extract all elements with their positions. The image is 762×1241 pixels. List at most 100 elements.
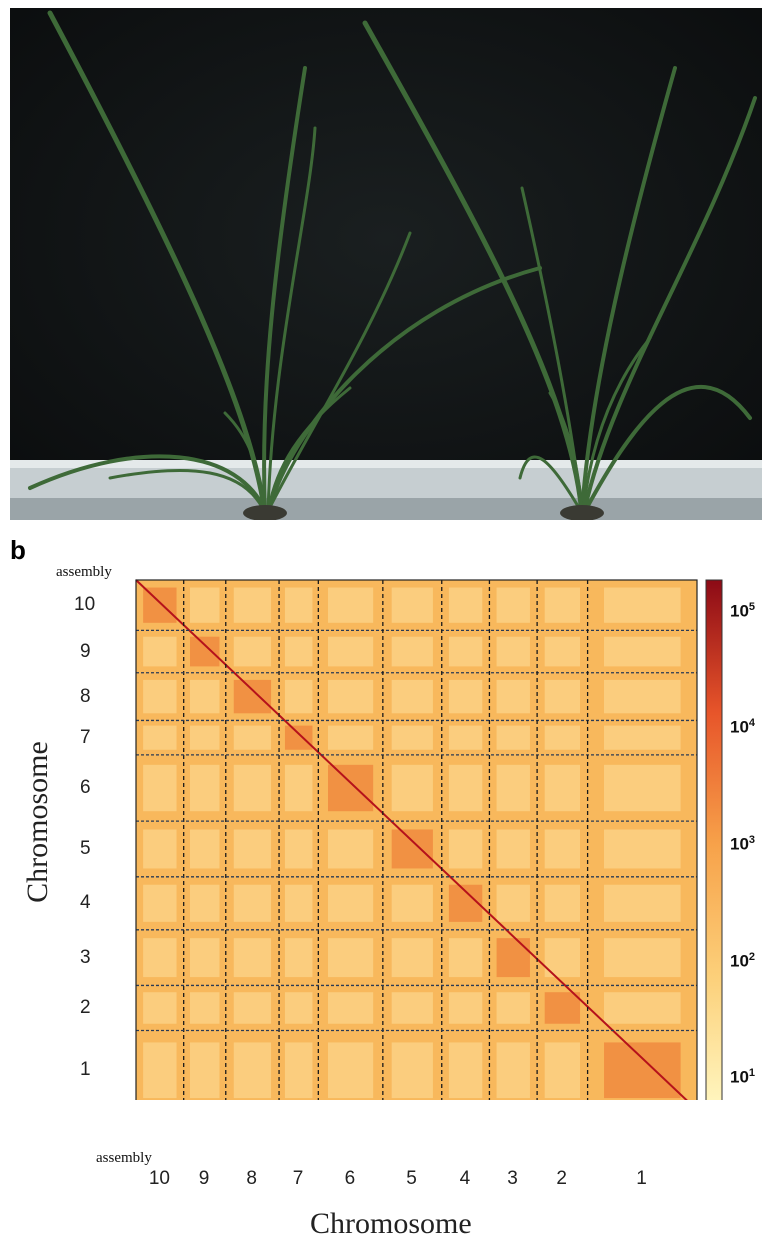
matrix-block xyxy=(328,725,374,750)
matrix-block xyxy=(544,725,581,750)
matrix-block xyxy=(448,992,483,1024)
matrix-block xyxy=(496,587,530,623)
left-plant xyxy=(28,10,542,516)
matrix-block xyxy=(189,764,220,812)
y-tick-label: 5 xyxy=(80,837,91,859)
colorbar-tick-label: 101 xyxy=(730,1067,756,1087)
y-tick-label: 4 xyxy=(80,892,91,914)
matrix-block xyxy=(143,1042,177,1099)
matrix-block xyxy=(328,938,374,978)
matrix-block xyxy=(233,725,272,750)
matrix-block xyxy=(496,764,530,812)
y-tick-label: 9 xyxy=(80,640,91,662)
matrix-block xyxy=(328,829,374,869)
matrix-block xyxy=(604,938,681,978)
matrix-block xyxy=(189,725,220,750)
matrix-block xyxy=(233,679,272,714)
x-tick-label: 8 xyxy=(246,1168,257,1189)
matrix-block xyxy=(284,829,313,869)
matrix-block xyxy=(189,992,220,1024)
matrix-block xyxy=(604,587,681,623)
matrix-block xyxy=(233,829,272,869)
matrix-block xyxy=(391,1042,433,1099)
matrix-block xyxy=(233,636,272,667)
matrix-block xyxy=(391,884,433,922)
matrix-block xyxy=(233,1042,272,1099)
y-tick-label: 6 xyxy=(80,777,91,799)
colorbar-tick-label: 105 xyxy=(730,600,756,621)
matrix-block xyxy=(233,587,272,623)
matrix-block xyxy=(328,992,374,1024)
x-tick-label: 6 xyxy=(344,1168,356,1189)
x-tick-label: 5 xyxy=(406,1168,417,1189)
matrix-block xyxy=(448,636,483,667)
matrix-block xyxy=(391,938,433,978)
colorbar-tick-label: 104 xyxy=(730,717,756,738)
matrix-block xyxy=(328,587,374,623)
matrix-block xyxy=(448,587,483,623)
matrix-block xyxy=(496,829,530,869)
matrix-block xyxy=(284,679,313,714)
matrix-block xyxy=(233,884,272,922)
matrix-block xyxy=(189,636,220,667)
matrix-block xyxy=(284,587,313,623)
matrix-block xyxy=(284,1042,313,1099)
matrix-block xyxy=(448,938,483,978)
colorbar-tick-label: 103 xyxy=(730,834,756,854)
hic-heatmap xyxy=(135,579,723,1100)
matrix-block xyxy=(604,829,681,869)
x-tick-label: 4 xyxy=(459,1168,471,1189)
x-tick-label: 1 xyxy=(636,1168,647,1189)
matrix-block xyxy=(391,636,433,667)
matrix-block xyxy=(391,725,433,750)
matrix-block xyxy=(604,764,681,812)
matrix-block xyxy=(284,938,313,978)
matrix-block xyxy=(233,992,272,1024)
colorbar xyxy=(705,579,723,1100)
x-tick-label: 9 xyxy=(198,1168,210,1189)
matrix-block xyxy=(328,1042,374,1099)
matrix-block xyxy=(143,679,177,714)
x-tick-label: 10 xyxy=(148,1168,170,1189)
matrix-block xyxy=(284,884,313,922)
matrix-block xyxy=(544,992,581,1024)
matrix-block xyxy=(143,587,177,623)
matrix-block xyxy=(544,679,581,714)
matrix-block xyxy=(143,764,177,812)
matrix-block xyxy=(496,679,530,714)
corner-label-top: assembly xyxy=(56,564,112,580)
matrix-block xyxy=(391,829,433,869)
matrix-block xyxy=(391,587,433,623)
matrix-block xyxy=(604,884,681,922)
panel-b-label: b xyxy=(10,535,26,565)
matrix-block xyxy=(496,884,530,922)
matrix-block xyxy=(544,1042,581,1099)
matrix-block xyxy=(143,636,177,667)
matrix-block xyxy=(604,636,681,667)
matrix-block xyxy=(604,1042,681,1099)
matrix-block xyxy=(604,992,681,1024)
matrix-block xyxy=(284,764,313,812)
matrix-block xyxy=(448,1042,483,1099)
matrix-block xyxy=(189,587,220,623)
matrix-block xyxy=(448,679,483,714)
matrix-block xyxy=(604,725,681,750)
matrix-block xyxy=(143,992,177,1024)
y-tick-label: 1 xyxy=(80,1059,91,1081)
y-tick-label: 7 xyxy=(80,726,91,748)
matrix-block xyxy=(189,679,220,714)
matrix-block xyxy=(328,679,374,714)
matrix-block xyxy=(496,1042,530,1099)
y-tick-label: 8 xyxy=(80,685,91,707)
matrix-block xyxy=(189,1042,220,1099)
matrix-block xyxy=(496,636,530,667)
matrix-block xyxy=(544,829,581,869)
matrix-block xyxy=(391,764,433,812)
x-tick-label: 2 xyxy=(556,1168,567,1189)
matrix-block xyxy=(143,725,177,750)
matrix-block xyxy=(604,679,681,714)
matrix-block xyxy=(189,829,220,869)
matrix-block xyxy=(328,884,374,922)
y-tick-label: 3 xyxy=(80,946,91,968)
matrix-block xyxy=(544,884,581,922)
